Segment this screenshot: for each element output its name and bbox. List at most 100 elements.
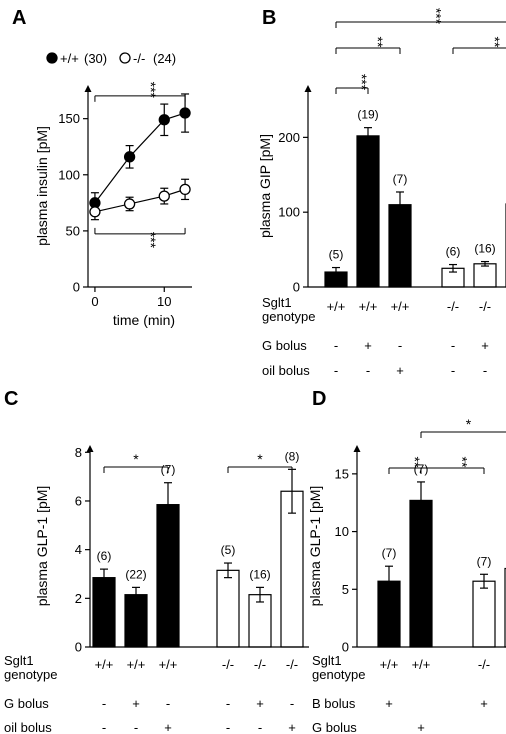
condition-value: -	[102, 696, 106, 711]
x-axis-label: time (min)	[113, 312, 175, 328]
n-label: (19)	[357, 108, 378, 122]
condition-value: -	[290, 696, 294, 711]
legend-label: -/-	[133, 51, 145, 66]
legend-label: +/+	[60, 51, 79, 66]
y-tick-label: 5	[342, 582, 349, 597]
y-tick-label: 0	[293, 280, 300, 295]
condition-value: -	[226, 696, 230, 711]
condition-value: +	[132, 696, 140, 711]
significance-label: ***	[143, 82, 159, 99]
bar	[409, 499, 433, 648]
bar	[324, 271, 348, 288]
row-label: G bolus	[4, 696, 49, 711]
y-tick-label: 0	[342, 640, 349, 655]
significance-label: ***	[429, 8, 445, 25]
y-tick-label: 4	[75, 542, 82, 557]
y-tick-label: 50	[66, 223, 80, 238]
n-label: (7)	[393, 172, 408, 186]
bar	[216, 569, 240, 648]
condition-value: -/-	[222, 657, 234, 672]
data-point	[158, 190, 170, 202]
y-tick-label: 0	[73, 280, 80, 295]
condition-value: -	[483, 363, 487, 378]
condition-value: +	[481, 338, 489, 353]
y-tick-label: 200	[278, 130, 300, 145]
row-label: genotype	[262, 309, 316, 324]
condition-value: +	[396, 363, 404, 378]
row-label: oil bolus	[262, 363, 310, 378]
data-point	[123, 151, 136, 163]
panel-letter-c: C	[4, 388, 18, 410]
condition-value: -/-	[447, 299, 459, 314]
condition-value: -	[451, 338, 455, 353]
condition-value: -	[334, 338, 338, 353]
n-label: (7)	[382, 546, 397, 560]
condition-value: -	[226, 720, 230, 734]
condition-value: -	[366, 363, 370, 378]
condition-value: -/-	[286, 657, 298, 672]
n-label: (6)	[97, 549, 112, 563]
row-label: genotype	[4, 667, 58, 682]
legend-n: (24)	[153, 51, 176, 66]
panel-letter-d: D	[312, 388, 326, 410]
significance-label: *	[257, 451, 263, 467]
row-label: genotype	[312, 667, 366, 682]
row-label: Sglt1	[312, 653, 342, 668]
y-tick-label: 100	[58, 167, 80, 182]
y-axis-arrow	[86, 445, 94, 452]
data-point	[123, 198, 136, 210]
y-axis-label: plasma GIP [pM]	[257, 134, 273, 238]
n-label: (16)	[249, 567, 270, 581]
significance-label: ***	[354, 74, 370, 91]
bar	[124, 594, 148, 648]
row-label: B bolus	[312, 696, 356, 711]
condition-value: +/+	[159, 657, 178, 672]
legend-marker	[119, 52, 131, 64]
condition-value: +	[288, 720, 296, 734]
y-tick-label: 10	[335, 524, 349, 539]
y-tick-label: 2	[75, 591, 82, 606]
n-label: (6)	[446, 245, 461, 259]
significance-label: *	[133, 451, 139, 467]
y-tick-label: 8	[75, 445, 82, 460]
condition-value: -	[166, 696, 170, 711]
n-label: (22)	[125, 567, 146, 581]
row-label: Sglt1	[262, 295, 292, 310]
bar	[92, 577, 116, 648]
significance-label: **	[487, 37, 503, 48]
y-tick-label: 100	[278, 205, 300, 220]
y-axis-arrow	[84, 85, 92, 92]
significance-label: **	[370, 37, 386, 48]
condition-value: -	[451, 363, 455, 378]
n-label: (7)	[477, 554, 492, 568]
n-label: (5)	[329, 248, 344, 262]
y-axis-label: plasma GLP-1 [pM]	[307, 486, 323, 607]
y-tick-label: 150	[58, 111, 80, 126]
condition-value: +	[417, 720, 425, 734]
condition-value: +	[480, 696, 488, 711]
data-point	[89, 206, 101, 218]
row-label: Sglt1	[4, 653, 34, 668]
significance-label: **	[407, 457, 423, 468]
data-point	[179, 183, 191, 196]
condition-value: +/+	[412, 657, 431, 672]
row-label: oil bolus	[4, 720, 52, 734]
bar	[473, 263, 497, 288]
y-tick-label: 0	[75, 640, 82, 655]
bar	[356, 135, 380, 288]
condition-value: -/-	[479, 299, 491, 314]
bar	[377, 580, 401, 648]
x-tick-label: 0	[91, 294, 98, 309]
y-axis-arrow	[353, 445, 361, 452]
bar	[280, 490, 304, 648]
series-line	[94, 112, 186, 204]
condition-value: +/+	[127, 657, 146, 672]
condition-value: -	[398, 338, 402, 353]
n-label: (8)	[285, 449, 300, 463]
condition-value: -	[258, 720, 262, 734]
legend-marker	[46, 52, 58, 64]
n-label: (5)	[221, 543, 236, 557]
row-label: G bolus	[262, 338, 307, 353]
condition-value: +/+	[380, 657, 399, 672]
